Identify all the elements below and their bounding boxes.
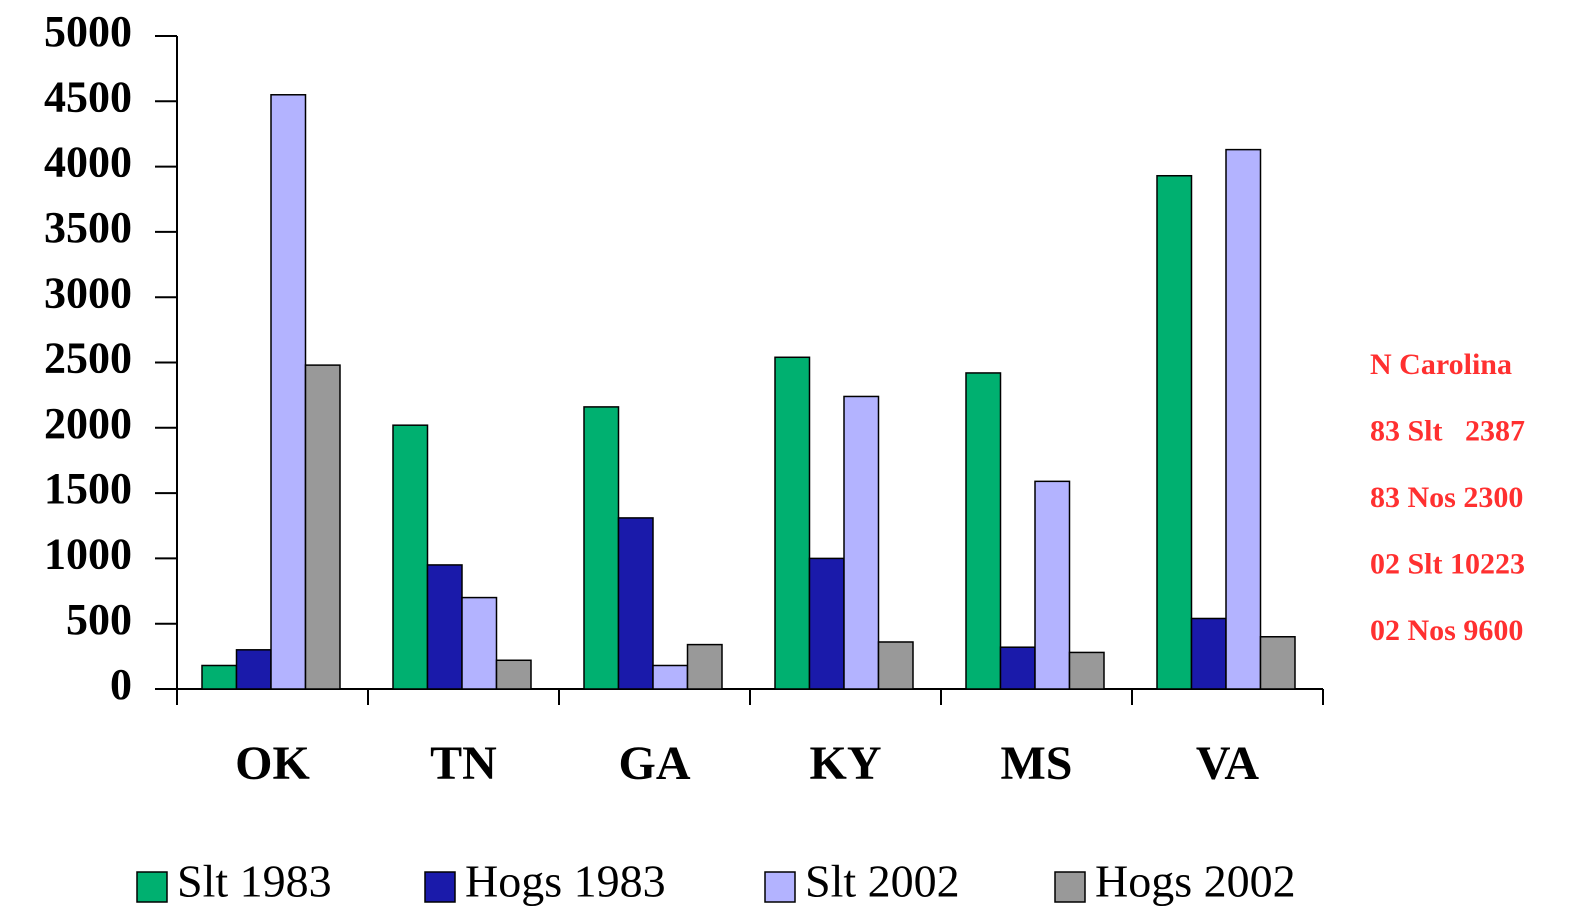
bar — [1259, 636, 1296, 690]
y-tick-label: 4500 — [44, 72, 132, 121]
bar — [965, 372, 1002, 690]
annotation: N Carolina — [1370, 348, 1512, 381]
legend-label: Slt 1983 — [177, 856, 332, 907]
y-tick-label: 5000 — [44, 7, 132, 56]
y-tick-label: 3000 — [44, 268, 132, 317]
legend-swatch — [764, 871, 796, 903]
y-tick-label: 1000 — [44, 529, 132, 578]
bar — [652, 664, 689, 690]
bar — [808, 557, 845, 690]
bar — [877, 641, 914, 690]
annotation: 83 Slt 2387 — [1370, 414, 1525, 447]
bar — [774, 356, 811, 690]
y-tick-label: 3500 — [44, 203, 132, 252]
bar — [461, 596, 498, 690]
y-tick-label: 500 — [66, 595, 132, 644]
y-tick-label: 2000 — [44, 399, 132, 448]
y-tick-label: 0 — [110, 660, 132, 709]
legend-swatch — [424, 871, 456, 903]
legend-swatch — [1054, 871, 1086, 903]
bar — [1225, 148, 1262, 690]
x-tick-label: VA — [1196, 737, 1259, 790]
y-tick-label: 1500 — [44, 464, 132, 513]
bar — [201, 664, 238, 690]
x-tick-label: OK — [235, 737, 310, 790]
x-tick-label: GA — [619, 737, 691, 790]
bar — [583, 406, 620, 690]
bar — [999, 646, 1036, 690]
annotation: 02 Nos 9600 — [1370, 614, 1523, 647]
bar — [270, 94, 307, 690]
annotation: 83 Nos 2300 — [1370, 481, 1523, 514]
y-tick-label: 4000 — [44, 138, 132, 187]
legend-label: Hogs 1983 — [465, 856, 666, 907]
legend-swatch — [136, 871, 168, 903]
legend-label: Slt 2002 — [805, 856, 960, 907]
annotation: 02 Slt 10223 — [1370, 547, 1525, 580]
x-tick-label: KY — [810, 737, 882, 790]
bar — [1068, 651, 1105, 690]
bar — [1034, 480, 1071, 690]
bar — [843, 395, 880, 690]
x-tick-label: TN — [430, 737, 497, 790]
bar — [426, 564, 463, 690]
bar — [1156, 174, 1193, 690]
bar — [304, 364, 341, 690]
bar — [495, 659, 532, 690]
x-tick-label: MS — [1001, 737, 1073, 790]
bar — [392, 424, 429, 690]
bar — [235, 649, 272, 690]
bar — [617, 517, 654, 690]
y-tick-label: 2500 — [44, 334, 132, 383]
legend-label: Hogs 2002 — [1095, 856, 1296, 907]
bar — [1190, 617, 1227, 690]
bar — [686, 643, 723, 690]
